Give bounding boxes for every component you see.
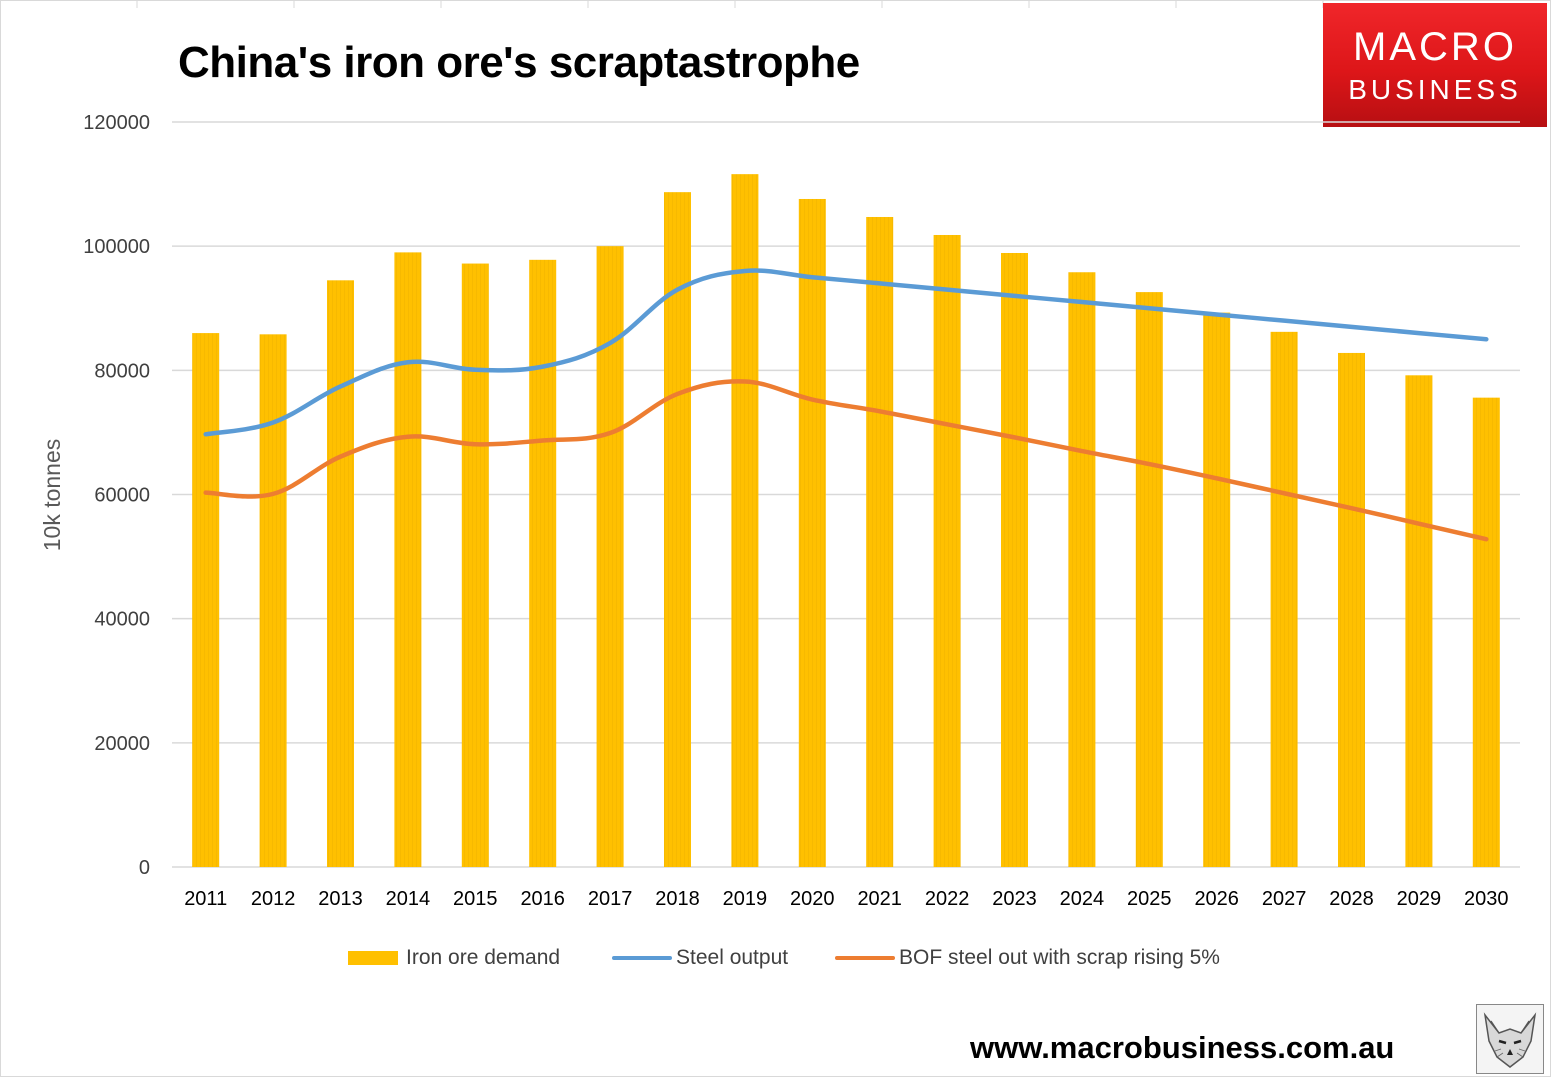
x-tick-label: 2024 xyxy=(1060,888,1105,910)
y-tick-label: 100000 xyxy=(83,236,150,258)
y-tick-label: 20000 xyxy=(94,733,150,755)
x-tick-label: 2016 xyxy=(520,888,565,910)
x-tick-label: 2013 xyxy=(318,888,363,910)
website-url: www.macrobusiness.com.au xyxy=(970,1030,1395,1065)
x-tick-label: 2017 xyxy=(588,888,633,910)
bar-iron-ore-demand xyxy=(327,280,354,867)
bars-iron-ore-demand xyxy=(192,174,1500,868)
x-tick-label: 2012 xyxy=(251,888,296,910)
y-tick-label: 80000 xyxy=(94,360,150,382)
bar-iron-ore-demand xyxy=(461,263,489,867)
x-tick-label: 2014 xyxy=(386,888,431,910)
bar-iron-ore-demand xyxy=(1472,397,1500,867)
bar-iron-ore-demand xyxy=(866,216,894,868)
x-tick-label: 2019 xyxy=(723,888,768,910)
legend-swatch-line xyxy=(612,956,672,960)
x-tick-label: 2023 xyxy=(992,888,1037,910)
x-tick-label: 2025 xyxy=(1127,888,1172,910)
bar-iron-ore-demand xyxy=(1338,352,1365,867)
bar-iron-ore-demand xyxy=(259,334,287,867)
bar-iron-ore-demand xyxy=(1001,252,1028,867)
x-tick-label: 2020 xyxy=(790,888,835,910)
bar-iron-ore-demand xyxy=(798,198,826,867)
bar-iron-ore-demand xyxy=(1203,312,1231,867)
line-bof-steel xyxy=(203,379,1489,542)
bar-iron-ore-demand xyxy=(664,192,691,867)
x-tick-label: 2015 xyxy=(453,888,498,910)
y-tick-labels: 0 20000 40000 60000 80000 100000 120000 xyxy=(83,112,150,879)
bar-iron-ore-demand xyxy=(1270,331,1298,867)
x-tick-label: 2029 xyxy=(1397,888,1442,910)
bar-iron-ore-demand xyxy=(731,174,759,867)
bar-iron-ore-demand xyxy=(1135,292,1163,867)
legend-item-bof-steel: BOF steel out with scrap rising 5% xyxy=(835,946,1220,970)
legend-swatch-bar xyxy=(348,951,398,965)
chart-title: China's iron ore's scraptastrophe xyxy=(178,38,860,87)
logo-line-2: BUSINESS xyxy=(1348,74,1522,105)
x-tick-label: 2026 xyxy=(1194,888,1239,910)
x-tick-label: 2030 xyxy=(1464,888,1509,910)
x-tick-label: 2018 xyxy=(655,888,700,910)
x-tick-label: 2021 xyxy=(857,888,902,910)
legend-label: Iron ore demand xyxy=(406,946,561,969)
bar-iron-ore-demand xyxy=(1068,272,1096,867)
y-tick-label: 60000 xyxy=(94,485,150,507)
bar-iron-ore-demand xyxy=(394,252,422,867)
y-axis-label: 10k tonnes xyxy=(39,439,65,552)
bar-iron-ore-demand xyxy=(192,333,220,867)
legend-swatch-line xyxy=(835,956,895,960)
legend-item-steel-output: Steel output xyxy=(612,946,788,970)
x-tick-labels: 2011 2012 2013 2014 2015 2016 2017 2018 2019 2020… xyxy=(184,888,1508,910)
legend-label: Steel output xyxy=(676,946,789,969)
x-tick-label: 2027 xyxy=(1262,888,1307,910)
x-tick-label: 2022 xyxy=(925,888,970,910)
fox-logo-icon xyxy=(1476,1004,1544,1074)
bar-iron-ore-demand xyxy=(1405,375,1433,867)
legend: Iron ore demand Steel output BOF steel o… xyxy=(0,940,1551,976)
x-tick-label: 2011 xyxy=(184,888,227,910)
y-tick-label: 120000 xyxy=(83,112,150,134)
x-tick-label: 2028 xyxy=(1329,888,1374,910)
y-tick-label: 0 xyxy=(139,857,150,879)
logo-line-1: MACRO xyxy=(1353,25,1517,69)
legend-label: BOF steel out with scrap rising 5% xyxy=(899,946,1220,969)
y-tick-label: 40000 xyxy=(94,609,150,631)
line-steel-output xyxy=(203,268,1489,437)
bar-iron-ore-demand xyxy=(529,259,557,867)
macro-business-logo: MACRO BUSINESS xyxy=(1323,3,1547,127)
gridlines xyxy=(172,121,1520,868)
lines xyxy=(203,268,1489,542)
legend-item-iron-ore-demand: Iron ore demand xyxy=(348,946,560,970)
bar-iron-ore-demand xyxy=(933,234,961,867)
